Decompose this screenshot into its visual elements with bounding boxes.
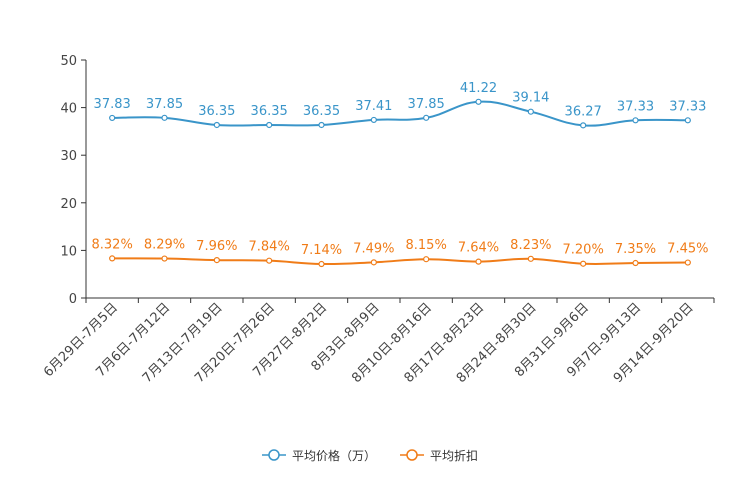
- data-point[interactable]: [423, 114, 430, 121]
- data-point[interactable]: [580, 260, 587, 267]
- y-tick-label: 0: [69, 292, 77, 307]
- data-label: 36.27: [565, 104, 602, 119]
- data-label: 8.23%: [510, 238, 551, 253]
- series-line: [112, 100, 688, 127]
- data-label: 7.96%: [196, 239, 237, 254]
- x-axis: 6月29日-7月5日7月6日-7月12日7月13日-7月19日7月20日-7月2…: [41, 297, 715, 386]
- y-tick-label: 10: [60, 244, 77, 259]
- data-label: 7.20%: [563, 243, 604, 258]
- data-label: 8.32%: [92, 237, 133, 252]
- data-point[interactable]: [527, 255, 534, 262]
- data-point[interactable]: [213, 121, 220, 129]
- data-point[interactable]: [109, 114, 116, 122]
- data-point[interactable]: [318, 260, 325, 268]
- data-label: 7.45%: [667, 242, 708, 257]
- data-label: 7.35%: [615, 242, 656, 257]
- y-axis: 0 10 20 30 40 50: [60, 54, 87, 307]
- data-point[interactable]: [632, 117, 639, 124]
- data-point[interactable]: [580, 122, 587, 129]
- data-point[interactable]: [423, 256, 430, 263]
- data-point[interactable]: [213, 257, 220, 264]
- data-point[interactable]: [684, 259, 691, 266]
- data-point[interactable]: [266, 121, 273, 129]
- data-point[interactable]: [161, 255, 168, 262]
- y-tick-label: 50: [60, 54, 77, 69]
- data-point[interactable]: [370, 116, 377, 124]
- data-label: 37.85: [408, 97, 445, 112]
- legend-label: 平均折扣: [430, 448, 478, 463]
- data-point[interactable]: [527, 108, 534, 115]
- data-point[interactable]: [684, 117, 691, 124]
- data-label: 7.64%: [458, 241, 499, 256]
- series-1: 37.83 37.85 36.35 36.35 36.35 37.41 37.85 41.22…: [94, 81, 706, 129]
- y-tick-label: 30: [60, 149, 77, 164]
- y-tick-label: 20: [60, 197, 77, 212]
- data-label: 37.41: [355, 99, 392, 114]
- data-label: 37.33: [669, 99, 706, 114]
- data-label: 7.49%: [353, 241, 394, 256]
- data-label: 8.29%: [144, 238, 185, 253]
- data-label: 41.22: [460, 81, 497, 96]
- legend[interactable]: 平均价格（万） 平均折扣: [262, 448, 478, 463]
- data-point[interactable]: [370, 259, 377, 266]
- data-point[interactable]: [161, 114, 168, 121]
- data-point[interactable]: [266, 257, 273, 264]
- series-2: 8.32% 8.29% 7.96% 7.84% 7.14% 7.49% 8.15% 7.64%…: [92, 237, 708, 268]
- data-point[interactable]: [632, 259, 639, 267]
- legend-marker-icon: [406, 449, 418, 461]
- legend-marker-icon: [268, 449, 280, 461]
- legend-item-2[interactable]: 平均折扣: [400, 448, 478, 463]
- data-point[interactable]: [475, 98, 482, 105]
- data-point[interactable]: [475, 258, 482, 265]
- data-label: 37.83: [94, 97, 131, 112]
- data-label: 37.33: [617, 99, 654, 114]
- data-point[interactable]: [109, 255, 116, 262]
- y-tick-label: 40: [60, 102, 77, 117]
- legend-label: 平均价格（万）: [292, 448, 376, 463]
- data-point[interactable]: [318, 121, 325, 129]
- data-label: 36.35: [303, 104, 340, 119]
- data-label: 37.85: [146, 97, 183, 112]
- data-label: 8.15%: [406, 238, 447, 253]
- data-label: 36.35: [198, 104, 235, 119]
- series-line: [112, 257, 688, 266]
- data-label: 39.14: [512, 91, 549, 106]
- data-label: 7.14%: [301, 243, 342, 258]
- series-layer: 37.83 37.85 36.35 36.35 36.35 37.41 37.85 41.22…: [92, 81, 708, 268]
- data-label: 36.35: [251, 104, 288, 119]
- data-label: 7.84%: [249, 240, 290, 255]
- legend-item-1[interactable]: 平均价格（万）: [262, 448, 376, 463]
